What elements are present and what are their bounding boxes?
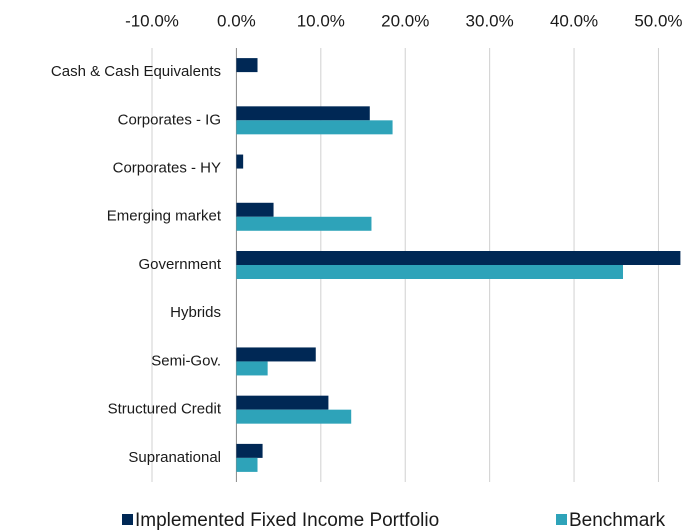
legend-label: Benchmark <box>569 510 666 531</box>
category-label: Emerging market <box>107 208 222 225</box>
bar <box>236 361 268 376</box>
bar <box>236 457 258 472</box>
bar <box>236 202 274 217</box>
legend-swatch <box>122 514 133 525</box>
bar <box>236 395 329 410</box>
bar <box>236 347 316 362</box>
legend-label: Implemented Fixed Income Portfolio <box>135 510 439 531</box>
category-label: Government <box>138 256 221 273</box>
category-label: Corporates - HY <box>113 160 221 177</box>
bar <box>236 409 352 424</box>
category-label: Hybrids <box>170 304 221 321</box>
category-label: Cash & Cash Equivalents <box>51 63 221 80</box>
x-tick-label: 40.0% <box>550 11 598 30</box>
bar <box>236 154 244 169</box>
x-tick-label: -10.0% <box>125 11 179 30</box>
x-tick-label: 0.0% <box>217 11 256 30</box>
bar <box>236 58 258 73</box>
category-label: Corporates - IG <box>118 111 221 128</box>
bar <box>236 265 624 279</box>
bar <box>236 443 263 458</box>
x-tick-label: 50.0% <box>634 11 682 30</box>
bar <box>236 251 681 265</box>
x-tick-label: 30.0% <box>466 11 514 30</box>
x-tick-label: 10.0% <box>297 11 345 30</box>
bar <box>236 120 393 135</box>
x-tick-label: 20.0% <box>381 11 429 30</box>
category-label: Supranational <box>128 449 221 466</box>
bar <box>236 106 370 121</box>
legend-swatch <box>556 514 567 525</box>
category-label: Structured Credit <box>108 401 222 418</box>
bar <box>236 216 372 231</box>
category-label: Semi-Gov. <box>151 352 221 369</box>
